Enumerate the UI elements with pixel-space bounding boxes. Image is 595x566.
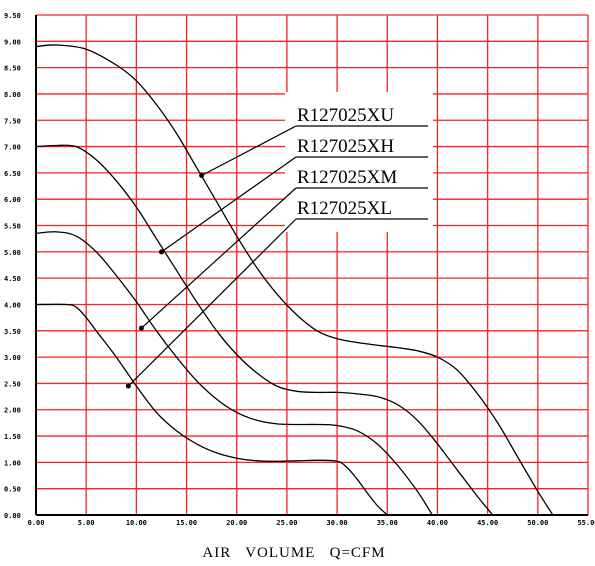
legend-leader-line	[201, 125, 297, 177]
legend-leader-dot	[158, 249, 164, 255]
y-tick-label: 4.50	[4, 275, 21, 283]
y-tick-label: 8.00	[4, 91, 21, 99]
legend-entry-r127025xm: R127025XM	[297, 167, 397, 188]
y-tick-label: 1.00	[4, 459, 21, 467]
legend-leader-dot	[199, 173, 205, 179]
series-line-r127025xh	[35, 144, 494, 516]
grid	[35, 14, 589, 516]
legend-entry-r127025xl: R127025XL	[297, 198, 392, 219]
legend: R127025XU R127025XH R127025XM R127025XL	[125, 92, 433, 389]
y-tick-label: 9.50	[4, 12, 21, 20]
legend-entry-r127025xu: R127025XU	[297, 105, 394, 126]
legend-leader-line	[127, 218, 297, 387]
legend-leader-dot	[138, 325, 144, 331]
x-tick-label: 25.00	[276, 519, 297, 527]
y-tick-label: 5.00	[4, 249, 21, 257]
y-tick-label: 8.50	[4, 65, 21, 73]
legend-leader-line	[140, 187, 297, 329]
y-tick-label: 0.00	[4, 512, 21, 520]
x-tick-label: 55.00	[577, 519, 595, 527]
y-tick-label: 5.50	[4, 223, 21, 231]
series-line-r127025xm	[35, 231, 433, 516]
legend-leader-line	[161, 156, 297, 253]
x-tick-label: 20.00	[226, 519, 247, 527]
y-tick-label: 2.50	[4, 380, 21, 388]
x-tick-label: 45.00	[477, 519, 498, 527]
x-axis-label: AIR VOLUME Q=CFM	[202, 545, 385, 561]
x-tick-label: 5.00	[78, 519, 95, 527]
series-line-r127025xl	[35, 303, 388, 516]
x-tick-label: 40.00	[427, 519, 448, 527]
y-tick-label: 2.00	[4, 407, 21, 415]
curves	[35, 44, 554, 516]
y-tick-label: 6.50	[4, 170, 21, 178]
y-tick-label: 4.00	[4, 301, 21, 309]
y-tick-label: 3.00	[4, 354, 21, 362]
y-tick-label: 9.00	[4, 38, 21, 46]
x-tick-label: 10.00	[126, 519, 147, 527]
y-tick-label: 7.50	[4, 117, 21, 125]
legend-entry-r127025xh: R127025XH	[297, 136, 394, 157]
y-tick-label: 6.00	[4, 196, 21, 204]
y-tick-label: 7.00	[4, 144, 21, 152]
series-line-r127025xu	[35, 44, 554, 516]
x-tick-label: 0.00	[28, 519, 45, 527]
tick-labels: 0.00 5.00 10.00 15.00 20.00 25.00 30.00 35.00 40…	[4, 12, 595, 527]
x-tick-label: 15.00	[176, 519, 197, 527]
y-tick-label: 3.50	[4, 328, 21, 336]
legend-leader-dot	[125, 383, 131, 389]
legend-background	[285, 92, 433, 232]
x-tick-label: 30.00	[327, 519, 348, 527]
x-tick-label: 50.00	[527, 519, 548, 527]
y-tick-label: 0.50	[4, 486, 21, 494]
x-tick-label: 35.00	[377, 519, 398, 527]
y-tick-label: 1.50	[4, 433, 21, 441]
